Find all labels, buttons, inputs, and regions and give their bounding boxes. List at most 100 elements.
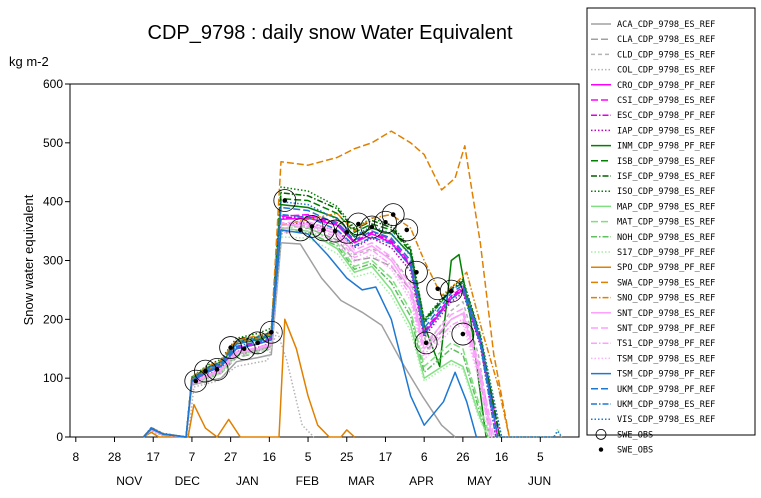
- x-tick-label: 17: [147, 450, 161, 464]
- obs-circle: [360, 215, 384, 239]
- legend-label: TSM_CDP_9798_PF_REF: [617, 370, 715, 380]
- obs-dot: [255, 340, 261, 346]
- x-month-label: MAY: [467, 474, 492, 488]
- legend-obs-dot: [598, 447, 604, 452]
- legend-label: NOH_CDP_9798_ES_REF: [617, 233, 715, 243]
- obs-dot: [268, 329, 274, 335]
- obs-dot: [203, 368, 208, 374]
- series-layer: [142, 130, 563, 438]
- legend-label: MAP_CDP_9798_ES_REF: [617, 202, 715, 212]
- y-tick-label: 600: [43, 77, 63, 91]
- series-line: [142, 200, 563, 438]
- legend-label: ISF_CDP_9798_ES_REF: [617, 172, 715, 182]
- series-line: [142, 223, 491, 438]
- legend: ACA_CDP_9798_ES_REF CLA_CDP_9798_ES_REF CL…: [586, 7, 756, 456]
- obs-dot: [404, 227, 410, 233]
- obs-dot: [448, 288, 454, 294]
- legend-label: SWE_OBS: [617, 430, 653, 440]
- y-tick-label: 500: [43, 136, 63, 150]
- legend-label: SNT_CDP_9798_ES_REF: [617, 309, 715, 319]
- series-line: [142, 223, 493, 438]
- x-month-label: APR: [409, 474, 434, 488]
- legend-box: [586, 7, 756, 436]
- x-tick-label: 5: [537, 450, 544, 464]
- series-line: [142, 227, 491, 438]
- series-line: [142, 215, 499, 438]
- obs-dot: [423, 340, 429, 346]
- legend-label: ESC_CDP_9798_PF_REF: [617, 111, 715, 121]
- legend-label: SWE_OBS: [617, 446, 653, 456]
- obs-dot: [193, 378, 199, 384]
- obs-dot: [369, 224, 375, 230]
- x-month-label: NOV: [116, 474, 142, 488]
- obs-circle: [259, 320, 283, 344]
- legend-label: SNT_CDP_9798_PF_REF: [617, 324, 715, 334]
- series-line: [142, 197, 501, 438]
- x-tick-label: 27: [224, 450, 238, 464]
- legend-label: ISB_CDP_9798_ES_REF: [617, 157, 715, 167]
- obs-dot: [214, 367, 220, 372]
- legend-label: UKM_CDP_9798_PF_REF: [617, 385, 715, 395]
- x-tick-label: 26: [456, 450, 470, 464]
- legend-label: S17_CDP_9798_PF_REF: [617, 248, 715, 258]
- legend-label: SNO_CDP_9798_ES_REF: [617, 294, 715, 304]
- obs-circle: [439, 279, 463, 303]
- series-line: [143, 330, 315, 438]
- x-month-label: MAR: [348, 474, 375, 488]
- legend-label: CSI_CDP_9798_ES_REF: [617, 96, 715, 106]
- legend-label: CLA_CDP_9798_ES_REF: [617, 35, 715, 45]
- obs-circle: [346, 212, 370, 236]
- obs-circle: [300, 214, 324, 238]
- y-axis: 0 100 200 300 400 500 600: [43, 77, 70, 444]
- observation-layer: [184, 189, 475, 393]
- obs-dot: [241, 346, 247, 352]
- legend-label: SPO_CDP_9798_PF_REF: [617, 263, 715, 273]
- x-tick-label: 5: [305, 450, 312, 464]
- y-tick-label: 100: [43, 371, 63, 385]
- series-line: [142, 225, 491, 438]
- x-tick-label: 16: [495, 450, 509, 464]
- series-line: [142, 206, 499, 438]
- x-tick-label: 17: [379, 450, 393, 464]
- obs-circle: [414, 331, 438, 355]
- obs-dot: [414, 269, 419, 275]
- legend-label: ACA_CDP_9798_ES_REF: [617, 20, 715, 30]
- x-tick-label: 16: [263, 450, 277, 464]
- y-tick-label: 200: [43, 312, 63, 326]
- y-axis-label: Snow water equivalent: [21, 194, 36, 325]
- obs-dot: [228, 345, 233, 350]
- obs-dot: [435, 286, 441, 292]
- legend-label: MAT_CDP_9798_ES_REF: [617, 218, 715, 228]
- x-tick-label: 25: [340, 450, 354, 464]
- obs-circle: [205, 357, 229, 381]
- obs-circle: [184, 369, 208, 393]
- series-line: [142, 242, 456, 438]
- x-month-label: JUN: [528, 474, 551, 488]
- chart-title: CDP_9798 : daily snow Water Equivalent: [148, 22, 513, 44]
- legend-label: IAP_CDP_9798_ES_REF: [617, 126, 715, 136]
- obs-dot: [390, 212, 396, 217]
- y-tick-label: 0: [56, 430, 63, 444]
- obs-dot: [332, 228, 338, 234]
- series-line: [142, 130, 511, 438]
- legend-label: VIS_CDP_9798_ES_REF: [617, 415, 715, 425]
- y-tick-label: 400: [43, 195, 63, 209]
- x-month-label: JAN: [236, 474, 259, 488]
- x-tick-label: 6: [421, 450, 428, 464]
- obs-circle: [374, 210, 397, 234]
- legend-label: TS1_CDP_9798_PF_REF: [617, 339, 715, 349]
- plot-frame: [69, 83, 580, 438]
- legend-label: CRO_CDP_9798_PF_REF: [617, 81, 715, 91]
- x-month-label: DEC: [175, 474, 201, 488]
- legend-label: UKM_CDP_9798_ES_REF: [617, 400, 715, 410]
- legend-items: ACA_CDP_9798_ES_REF CLA_CDP_9798_ES_REF CL…: [591, 20, 715, 456]
- x-tick-label: 8: [72, 450, 79, 464]
- obs-circle: [451, 322, 475, 346]
- x-tick-label: 7: [189, 450, 196, 464]
- x-axis: 8 28 17 7 27 16 5 25 17 6 26 16 5 NOV DEC JAN FEB MAR APR M…: [72, 437, 551, 488]
- obs-circle: [232, 337, 256, 361]
- series-line: [142, 213, 497, 438]
- obs-circle: [395, 218, 419, 242]
- obs-dot: [282, 198, 288, 203]
